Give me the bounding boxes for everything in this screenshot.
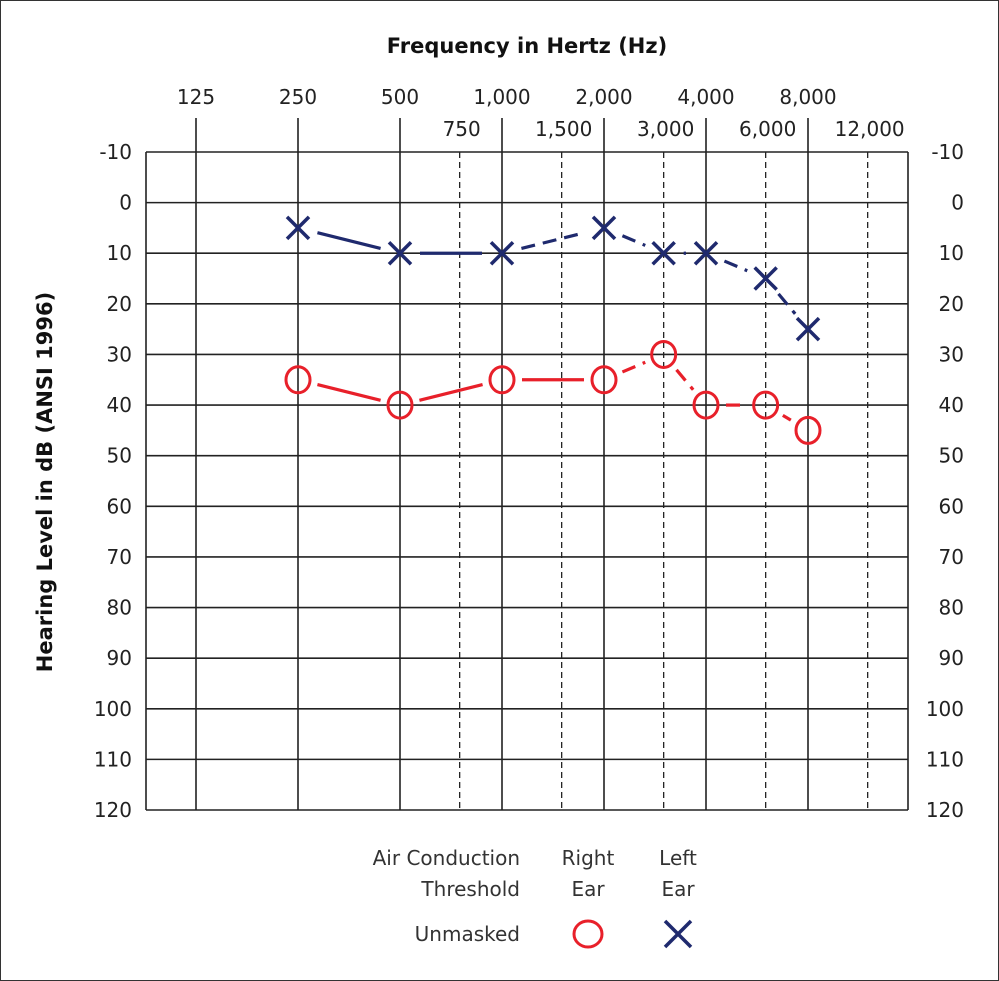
legend-x-icon	[663, 919, 693, 949]
y-tick-label-right: 60	[939, 494, 964, 518]
data-point-x	[795, 316, 821, 342]
y-tick-label-left: 20	[107, 292, 132, 316]
x-tick-label-top: 2,000	[575, 85, 632, 109]
y-tick-label-left: 90	[107, 646, 132, 670]
y-tick-label-left: 60	[107, 494, 132, 518]
data-point-circle	[650, 339, 678, 369]
x-tick-label-bottom: 6,000	[739, 117, 796, 141]
data-point-x	[753, 266, 778, 291]
data-point-circle	[284, 365, 312, 395]
series-line-segment	[419, 383, 483, 402]
x-stroke	[651, 240, 676, 266]
series-line-segment	[317, 231, 381, 250]
x-stroke	[591, 215, 617, 241]
series-line-segment	[777, 292, 797, 315]
y-tick-label-left: 70	[107, 545, 132, 569]
y-tick-label-right: 110	[926, 747, 964, 771]
x-tick-label-top: 8,000	[779, 85, 836, 109]
y-tick-label-left: 0	[119, 191, 132, 215]
legend-left-1: Left	[659, 846, 697, 870]
data-point-x	[489, 240, 515, 266]
y-tick-label-right: 0	[951, 191, 964, 215]
x-tick-label-bottom: 3,000	[637, 117, 694, 141]
legend-unmasked: Unmasked	[415, 922, 520, 946]
data-point-circle	[590, 365, 618, 395]
y-tick-label-right: 70	[939, 545, 964, 569]
data-point-circle	[488, 365, 516, 395]
y-tick-label-right: 100	[926, 697, 964, 721]
y-tick-label-left: 30	[107, 342, 132, 366]
y-tick-label-right: 80	[939, 596, 964, 620]
series-line-segment	[723, 259, 748, 273]
y-tick-label-left: -10	[99, 140, 132, 164]
legend-header-1: Air Conduction	[373, 846, 520, 870]
y-tick-label-right: 50	[939, 444, 964, 468]
data-point-x	[285, 215, 311, 241]
x-stroke	[489, 240, 515, 266]
x-stroke	[387, 240, 413, 266]
y-tick-label-right: 20	[939, 292, 964, 316]
y-tick-label-right: 40	[939, 393, 964, 417]
legend-left-2: Ear	[661, 877, 695, 901]
x-tick-label-bottom: 1,500	[535, 117, 592, 141]
y-tick-label-left: 40	[107, 393, 132, 417]
x-stroke	[795, 316, 821, 342]
y-tick-label-right: 10	[939, 241, 964, 265]
legend-circle-icon	[572, 919, 604, 949]
data-point-circle	[752, 390, 780, 420]
series-line-segment	[521, 231, 585, 250]
y-tick-label-right: 30	[939, 342, 964, 366]
y-tick-label-left: 10	[107, 241, 132, 265]
legend: Air Conduction Threshold Right Ear Left …	[373, 846, 697, 949]
x-tick-label-top: 250	[279, 85, 317, 109]
x-tick-label-top: 1,000	[473, 85, 530, 109]
series-line-segment	[317, 383, 381, 402]
y-tick-label-left: 100	[94, 697, 132, 721]
data-point-x	[591, 215, 617, 241]
x-stroke	[285, 215, 311, 241]
x-axis-title: Frequency in Hertz (Hz)	[387, 34, 667, 58]
series-line-segment	[782, 413, 792, 422]
y-tick-label-right: 120	[926, 798, 964, 822]
data-point-circle	[692, 390, 720, 420]
y-axis-title: Hearing Level in dB (ANSI 1996)	[33, 292, 57, 672]
y-tick-label-left: 110	[94, 747, 132, 771]
data-point-x	[693, 240, 719, 266]
x-tick-label-top: 500	[381, 85, 419, 109]
x-stroke	[693, 240, 719, 266]
legend-right-1: Right	[562, 846, 615, 870]
y-tick-label-right: 90	[939, 646, 964, 670]
data-point-x	[387, 240, 413, 266]
y-tick-label-left: 120	[94, 798, 132, 822]
x-tick-label-top: 4,000	[677, 85, 734, 109]
x-stroke	[753, 266, 778, 291]
y-tick-label-right: -10	[931, 140, 964, 164]
series-line-segment	[675, 368, 695, 391]
data-point-circle	[794, 415, 822, 445]
data-point-circle	[386, 390, 414, 420]
legend-header-2: Threshold	[420, 877, 520, 901]
series-line-segment	[621, 360, 646, 374]
y-tick-label-left: 50	[107, 444, 132, 468]
series-line-segment	[621, 234, 646, 247]
x-tick-label-bottom: 12,000	[835, 117, 905, 141]
x-tick-label-top: 125	[177, 85, 215, 109]
data-point-x	[651, 240, 676, 266]
y-tick-label-left: 80	[107, 596, 132, 620]
legend-right-2: Ear	[571, 877, 605, 901]
x-tick-label-bottom: 750	[443, 117, 481, 141]
